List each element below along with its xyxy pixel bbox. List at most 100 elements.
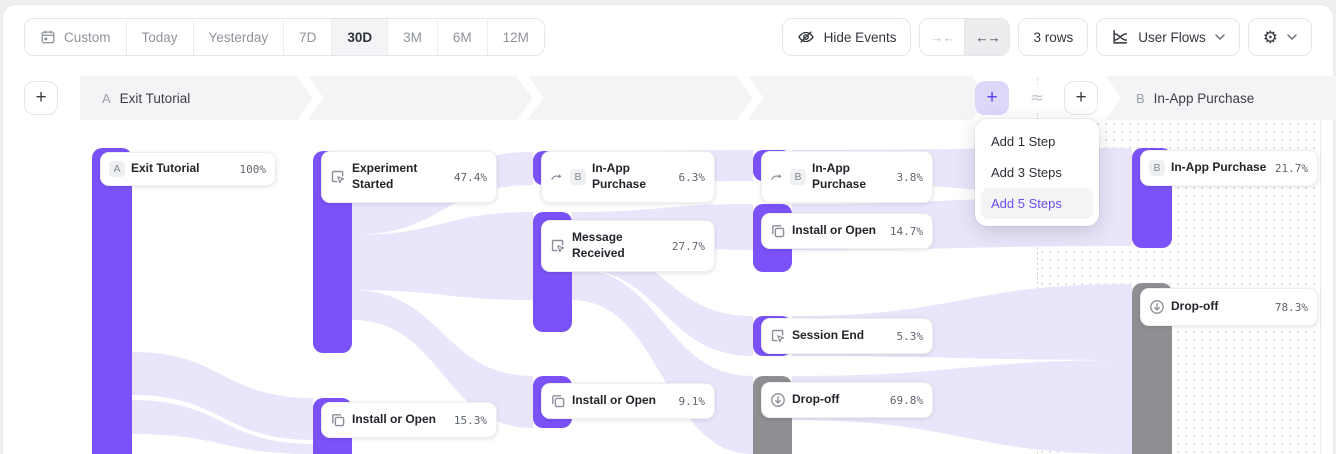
view-type-dropdown[interactable]: User Flows	[1096, 18, 1240, 56]
date-range-custom[interactable]: Custom	[25, 19, 127, 55]
node-label: Message Received	[572, 230, 625, 260]
node-label: Install or Open	[792, 223, 877, 238]
overlap-squares-icon	[770, 223, 786, 239]
cursor-click-icon	[330, 169, 346, 185]
node-label: Install or Open	[572, 393, 657, 408]
flow-node-drop-off-1[interactable]: Drop-off 69.8%	[761, 382, 933, 418]
node-percent: 14.7%	[889, 224, 923, 238]
date-range-6m[interactable]: 6M	[437, 19, 488, 55]
banner-chevron-separators	[296, 76, 764, 120]
hide-events-button[interactable]: Hide Events	[781, 18, 912, 56]
sankey-link[interactable]	[132, 400, 313, 454]
flow-node-in-app-purchase-b[interactable]: B In-App Purchase 21.7%	[1140, 150, 1318, 186]
date-range-selector: Custom Today Yesterday 7D 30D 3M 6M 12M	[24, 18, 545, 56]
flow-node-in-app-purchase-1[interactable]: B In-App Purchase 6.3%	[541, 151, 715, 203]
node-percent: 78.3%	[1274, 300, 1308, 314]
flow-node-experiment-started[interactable]: Experiment Started 47.4%	[321, 151, 497, 203]
calendar-icon	[40, 29, 56, 45]
flow-node-install-or-open-3[interactable]: Install or Open 14.7%	[761, 213, 933, 249]
node-label: Drop-off	[1171, 299, 1219, 314]
user-flows-icon	[1111, 28, 1129, 46]
step-letter-badge: A	[102, 90, 111, 106]
node-label: In-App Purchase	[812, 161, 867, 191]
step-group-b-banner[interactable]: B In-App Purchase	[1106, 76, 1336, 120]
step-letter-badge: B	[570, 169, 586, 185]
rows-label: 3 rows	[1033, 29, 1074, 45]
date-range-yesterday[interactable]: Yesterday	[193, 19, 285, 55]
node-percent: 100%	[239, 162, 267, 176]
collapse-columns-button[interactable]: →←	[920, 19, 965, 55]
menu-item-add-1-step[interactable]: Add 1 Step	[991, 134, 1056, 149]
toolbar: Custom Today Yesterday 7D 30D 3M 6M 12M Hide Ev…	[24, 18, 1312, 56]
hide-events-label: Hide Events	[823, 29, 897, 45]
menu-item-add-3-steps[interactable]: Add 3 Steps	[991, 165, 1062, 180]
node-percent: 6.3%	[678, 170, 706, 184]
column-width-toggle: →← ←→	[919, 18, 1011, 56]
add-starting-step-button[interactable]: +	[24, 81, 58, 115]
gear-icon: ⚙	[1262, 27, 1278, 47]
sankey-link[interactable]	[352, 212, 533, 300]
flow-node-install-or-open-2[interactable]: Install or Open 9.1%	[541, 383, 715, 419]
menu-item-add-5-steps[interactable]: Add 5 Steps	[981, 188, 1093, 219]
add-steps-menu: Add 1 Step Add 3 Steps Add 5 Steps	[975, 119, 1099, 226]
step-letter-badge: A	[109, 161, 125, 177]
sankey-bar-exit-tutorial[interactable]	[92, 148, 132, 454]
step-group-a-label: Exit Tutorial	[119, 90, 191, 106]
sankey-link[interactable]	[352, 290, 533, 428]
date-range-label: Today	[141, 29, 178, 45]
cursor-click-icon	[770, 328, 786, 344]
date-range-12m[interactable]: 12M	[487, 19, 544, 55]
node-percent: 15.3%	[453, 413, 487, 427]
flow-node-exit-tutorial[interactable]: A Exit Tutorial 100%	[100, 152, 276, 186]
step-letter-badge: B	[1149, 160, 1165, 176]
drop-off-icon	[770, 392, 786, 408]
approx-symbol: ≈	[1026, 85, 1048, 111]
node-label: In-App Purchase	[1171, 160, 1267, 175]
date-range-label: Custom	[64, 29, 111, 45]
date-range-label: 7D	[299, 29, 317, 45]
add-step-group-b-button[interactable]: +	[1064, 81, 1098, 115]
node-percent: 21.7%	[1274, 161, 1308, 175]
overlap-squares-icon	[550, 393, 566, 409]
eye-off-icon	[797, 28, 815, 46]
date-range-label: 3M	[403, 29, 422, 45]
date-range-label: Yesterday	[208, 29, 269, 45]
node-percent: 69.8%	[889, 393, 923, 407]
flow-node-in-app-purchase-2[interactable]: B In-App Purchase 3.8%	[761, 151, 933, 203]
node-percent: 3.8%	[896, 170, 924, 184]
flow-node-message-received[interactable]: Message Received 27.7%	[541, 220, 715, 272]
node-label: Session End	[792, 328, 865, 343]
node-percent: 47.4%	[453, 170, 487, 184]
flow-node-drop-off-b[interactable]: Drop-off 78.3%	[1140, 288, 1318, 326]
node-label: Install or Open	[352, 412, 437, 427]
flow-node-install-or-open-1[interactable]: Install or Open 15.3%	[321, 402, 497, 438]
step-letter-badge: B	[1136, 90, 1145, 106]
overlap-squares-icon	[330, 412, 346, 428]
node-label: Experiment Started	[352, 161, 418, 191]
node-label: Exit Tutorial	[131, 161, 200, 176]
sankey-link[interactable]	[132, 352, 313, 440]
skip-ahead-icon	[550, 170, 564, 184]
date-range-7d[interactable]: 7D	[284, 19, 333, 55]
expand-columns-button[interactable]: ←→	[964, 19, 1010, 55]
chevron-down-icon	[1287, 34, 1297, 40]
date-range-3m[interactable]: 3M	[388, 19, 438, 55]
rows-button[interactable]: 3 rows	[1018, 18, 1089, 56]
drop-off-icon	[1149, 299, 1165, 315]
group-divider-dashed-line	[1037, 78, 1038, 454]
right-panel-edge	[1320, 76, 1321, 454]
node-label: Drop-off	[792, 392, 840, 407]
date-range-label: 30D	[347, 29, 373, 45]
date-range-today[interactable]: Today	[126, 19, 194, 55]
settings-button[interactable]: ⚙	[1247, 18, 1312, 56]
chevron-down-icon	[1215, 34, 1225, 40]
flow-node-session-end[interactable]: Session End 5.3%	[761, 318, 933, 354]
step-letter-badge: B	[790, 169, 806, 185]
date-range-30d[interactable]: 30D	[332, 19, 389, 55]
toolbar-right: Hide Events →← ←→ 3 rows User Flows ⚙	[781, 18, 1312, 56]
date-range-label: 12M	[502, 29, 529, 45]
node-percent: 9.1%	[678, 394, 706, 408]
add-steps-button[interactable]: +	[975, 81, 1009, 115]
step-group-a-banner[interactable]: A Exit Tutorial	[80, 76, 988, 120]
